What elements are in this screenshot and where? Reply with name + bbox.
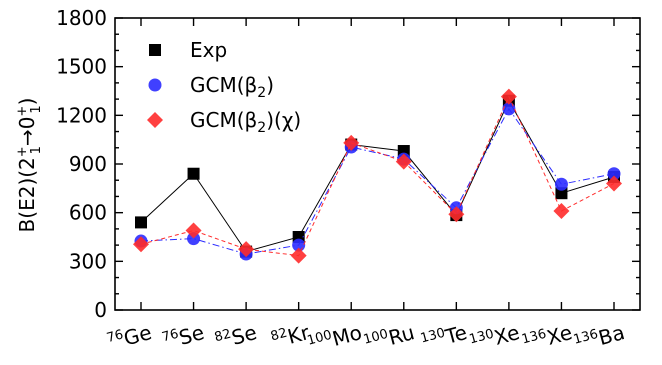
legend-label-main: GCM(β (190, 108, 257, 132)
data-point (185, 222, 202, 239)
x-tick-mass: 100 (306, 328, 334, 349)
x-tick-mass: 82 (269, 325, 289, 344)
x-tick-label-text: 76Ge (105, 320, 154, 355)
ylabel-sub: 1 (29, 105, 44, 113)
x-tick-mass: 136 (520, 326, 548, 347)
y-tick-label: 1200 (56, 103, 107, 127)
x-tick-element: Ba (596, 320, 627, 350)
x-tick-mass: 76 (160, 326, 180, 345)
y-tick-label: 1500 (56, 55, 107, 79)
y-tick-label: 600 (69, 201, 107, 225)
data-point (187, 167, 200, 180)
data-point (343, 134, 360, 151)
x-tick-label-text: 136Ba (572, 320, 627, 357)
x-tick-label: 100Ru (362, 320, 417, 357)
legend-label-sub: 2 (257, 120, 266, 136)
x-tick-label: 100Mo (306, 320, 365, 358)
data-point (607, 167, 621, 181)
data-point (554, 177, 568, 191)
data-point (238, 241, 255, 258)
ylabel-sup: + (15, 106, 30, 117)
x-tick-mass: 136 (572, 327, 600, 348)
x-tick-label-text: 100Ru (362, 320, 417, 357)
data-point (448, 206, 465, 223)
x-tick-label: 136Ba (572, 320, 627, 357)
x-tick-label-text: 136Xe (520, 320, 575, 356)
x-tick-label: 130Te (419, 320, 470, 355)
legend-marker (148, 78, 162, 92)
x-tick-mass: 82 (213, 326, 233, 345)
x-tick-label-text: 100Mo (306, 320, 365, 358)
data-point (500, 88, 517, 105)
x-tick-label-text: 76Se (160, 320, 206, 354)
x-tick-element: Xe (492, 320, 522, 350)
legend-label: GCM(β2) (190, 73, 274, 101)
series-line (140, 107, 615, 255)
series-layer (133, 88, 622, 264)
series-line (140, 95, 615, 257)
legend-marker (147, 112, 163, 128)
y-tick-label: 900 (69, 152, 107, 176)
x-tick-element: Se (176, 320, 206, 350)
x-tick-label: 136Xe (520, 320, 575, 356)
legend-label-sub: 2 (257, 85, 266, 101)
x-tick-element: Te (442, 320, 470, 349)
ylabel-sup: + (15, 146, 30, 157)
data-point (135, 216, 147, 229)
data-point (395, 153, 412, 170)
data-point (502, 102, 516, 116)
data-point (606, 175, 622, 192)
y-tick-label: 1800 (56, 6, 107, 30)
y-axis: 0 300 600 900 1200 1500 1800 (56, 6, 640, 322)
x-tick-label: 76Se (160, 320, 206, 354)
x-tick-label-text: 82Se (213, 320, 259, 354)
legend-label: GCM(β2)(χ) (190, 108, 301, 136)
y-tick-label: 300 (69, 249, 107, 273)
x-tick-element: Se (229, 320, 259, 350)
x-tick-element: Mo (330, 320, 365, 351)
x-tick-label: 76Ge (105, 320, 154, 355)
series-2 (133, 88, 622, 264)
x-tick-label-text: 130Xe (468, 320, 523, 356)
x-tick-mass: 100 (362, 327, 390, 348)
legend-label-rest: ) (266, 73, 274, 97)
data-point (133, 236, 149, 253)
ylabel-sub: 1 (29, 146, 44, 154)
ylabel-main: B(E2)(2 (15, 157, 39, 232)
x-tick-mass: 130 (468, 326, 496, 347)
x-tick-label-text: 130Te (419, 320, 470, 355)
x-tick-element: Ge (121, 320, 154, 350)
x-tick-label: 130Xe (468, 320, 523, 356)
data-point (555, 187, 568, 200)
legend-label-main: GCM(β (190, 73, 257, 97)
x-tick-mass: 76 (105, 327, 125, 346)
x-tick-element: Xe (544, 320, 574, 350)
ylabel-close: ) (15, 98, 39, 106)
legend-label-rest: )(χ) (266, 108, 301, 132)
legend-label-main: Exp (190, 38, 227, 62)
x-tick-label: 82Se (213, 320, 259, 354)
y-tick-label: 0 (94, 298, 107, 322)
y-axis-label: B(E2)(2+1→0+1) (15, 98, 44, 233)
legend-label: Exp (190, 38, 227, 62)
data-point (553, 203, 570, 220)
data-point (187, 232, 201, 246)
x-tick-element: Ru (386, 320, 417, 350)
x-tick-mass: 130 (419, 325, 447, 346)
legend-marker (149, 44, 161, 56)
data-point (290, 247, 307, 264)
ylabel-arrow: →0 (15, 117, 39, 146)
